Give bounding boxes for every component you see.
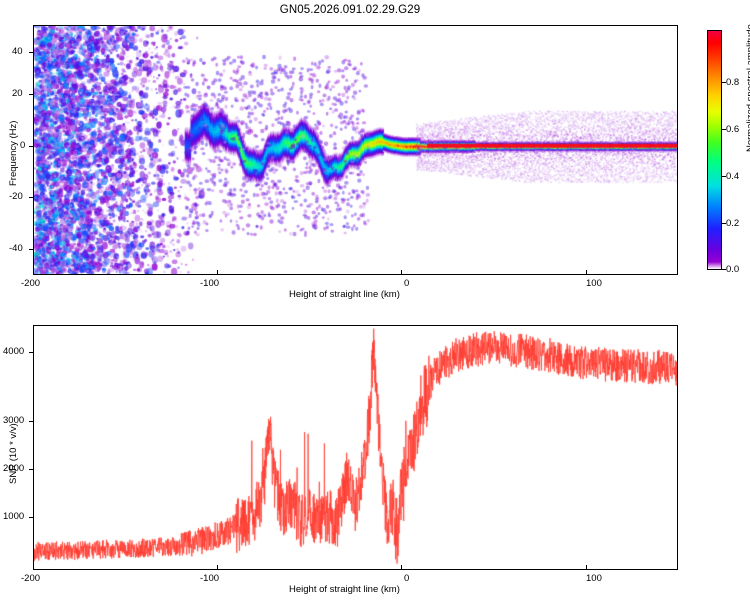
spectrogram-xtickmark-100 [586,270,587,275]
spectrogram-xaxis-title: Height of straight line (km) [289,289,400,300]
colorbar-tickmark-0.0 [722,269,726,270]
snr-xtick-0: 0 [404,573,410,584]
spectrogram-yaxis-title: Frequency (Hz) [8,120,19,186]
spectrogram-xtickmark--100 [217,270,218,275]
snr-ytick-3000: 3000 [3,415,25,426]
snr-xtickmark--200 [33,565,34,570]
spectrogram-ytickmark-0 [29,146,34,147]
spectrogram-ytick--20: -20 [9,191,23,202]
colorbar-tickmark-0.6 [722,129,726,130]
snr-ytick-1000: 1000 [3,511,25,522]
spectrogram-ytick-20: 20 [12,88,23,99]
spectrogram-xtick-100: 100 [586,278,602,289]
spectrogram-ytickmark-20 [29,94,34,95]
spectrogram-ytick-0: 0 [20,140,26,151]
figure-title: GN05.2026.091.02.29.G29 [279,4,421,16]
spectrogram-xtickmark-0 [401,270,402,275]
spectrogram-ytickmark--40 [29,249,34,250]
snr-data-layer [34,326,677,569]
spectrogram-ytickmark-40 [29,52,34,53]
spectrogram-plot-area [33,25,678,275]
colorbar-tickmark-0.8 [722,82,726,83]
spectrogram-data-layer [34,26,677,274]
snr-ytickmark-3000 [29,421,34,422]
spectrogram-ytickmark--20 [29,197,34,198]
snr-ytickmark-1000 [29,517,34,518]
snr-yaxis-title: SNR (10 * v/v) [8,423,19,484]
colorbar-tick-0.0: 0.0 [726,264,740,275]
spectrogram-xtick--100: -100 [200,278,220,289]
snr-xtick--100: -100 [200,573,220,584]
snr-xaxis-title: Height of straight line (km) [289,584,400,595]
snr-ytickmark-2000 [29,469,34,470]
colorbar-tickmark-0.2 [722,223,726,224]
colorbar-tick-0.2: 0.2 [726,218,740,229]
spectrogram-xtick--200: -200 [21,278,41,289]
snr-xtick-100: 100 [586,573,602,584]
spectrogram-ytick--40: -40 [9,243,23,254]
colorbar-tickmark-0.4 [722,176,726,177]
colorbar-tick-0.6: 0.6 [726,124,740,135]
spectrogram-ytick-40: 40 [12,46,23,57]
colorbar-tick-0.8: 0.8 [726,77,740,88]
colorbar-title: Normalized spectral amplitude [745,24,750,152]
snr-xtick--200: -200 [21,573,41,584]
snr-ytick-4000: 4000 [3,346,25,357]
snr-ytick-2000: 2000 [3,463,25,474]
colorbar-tick-0.4: 0.4 [726,171,740,182]
spectrogram-xtick-0: 0 [404,278,410,289]
colorbar [707,30,722,270]
snr-xtickmark-0 [401,565,402,570]
snr-plot-area [33,325,678,570]
snr-xtickmark-100 [586,565,587,570]
spectrogram-xtickmark--200 [33,270,34,275]
snr-xtickmark--100 [217,565,218,570]
snr-ytickmark-4000 [29,352,34,353]
